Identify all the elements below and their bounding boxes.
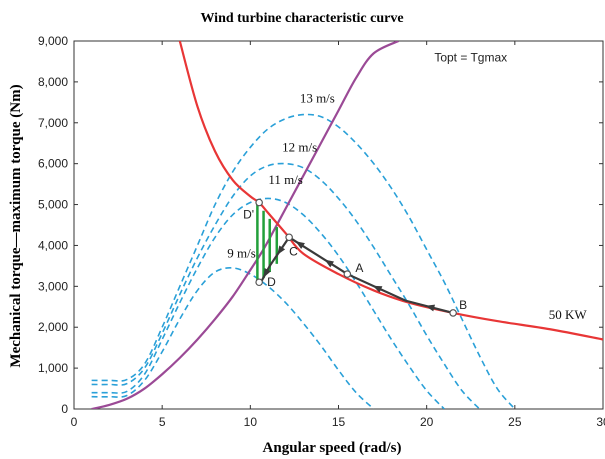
operating-point-marker bbox=[285, 233, 293, 242]
plot-area: 0 5 10 15 20 25 30 0 1,000 2,000 3,000 4,000 5,000 6,… bbox=[38, 34, 605, 429]
annotation-label: 13 m/s bbox=[300, 90, 335, 105]
operating-path-arrow bbox=[425, 304, 436, 312]
plot-frame bbox=[73, 40, 604, 410]
operating-point-label: D' bbox=[243, 208, 254, 222]
y-tick-label: 1,000 bbox=[38, 361, 68, 375]
y-tick-label: 6,000 bbox=[38, 157, 68, 171]
y-tick-label: 5,000 bbox=[38, 198, 68, 212]
x-tick-label: 15 bbox=[332, 415, 346, 429]
chart-title: Wind turbine characteristic curve bbox=[200, 11, 403, 26]
operating-path-arrow bbox=[372, 285, 383, 293]
annotation-label: 11 m/s bbox=[268, 172, 303, 187]
series-line-12-m-s bbox=[91, 162, 481, 409]
operating-point-label: B bbox=[459, 298, 467, 312]
series-line-topt-tgmax bbox=[91, 41, 399, 409]
annotation-label: 50 KW bbox=[549, 307, 588, 322]
operating-path-arrow bbox=[295, 241, 305, 250]
series-line-50-kw bbox=[178, 41, 603, 341]
x-tick-label: 25 bbox=[508, 415, 522, 429]
y-tick-label: 4,000 bbox=[38, 238, 68, 252]
operating-path-arrow bbox=[277, 245, 286, 255]
y-tick-label: 0 bbox=[61, 402, 68, 416]
x-tick-label: 20 bbox=[420, 415, 434, 429]
operating-point-label: A bbox=[355, 261, 363, 275]
x-tick-label: 10 bbox=[244, 415, 258, 429]
annotation-label: 9 m/s bbox=[227, 246, 256, 261]
series-line-11-m-s bbox=[91, 197, 445, 409]
y-tick-label: 2,000 bbox=[38, 320, 68, 334]
x-tick-label: 5 bbox=[159, 415, 166, 429]
operating-point-marker bbox=[255, 278, 263, 287]
operating-path-arrow bbox=[263, 268, 271, 278]
operating-point-marker bbox=[449, 309, 457, 317]
annotation-label: 12 m/s bbox=[282, 139, 317, 154]
y-tick-label: 8,000 bbox=[38, 75, 68, 89]
y-tick-label: 7,000 bbox=[38, 116, 68, 130]
operating-point-marker bbox=[255, 198, 263, 207]
y-tick-label: 3,000 bbox=[38, 279, 68, 293]
y-tick-label: 9,000 bbox=[38, 34, 68, 48]
operating-point-label: C bbox=[289, 244, 298, 258]
operating-point-marker bbox=[343, 270, 352, 278]
series-line-13-m-s bbox=[91, 113, 516, 409]
operating-point-label: D bbox=[267, 275, 276, 289]
x-tick-label: 0 bbox=[71, 415, 78, 429]
operating-path-arrow bbox=[324, 259, 335, 268]
operating-path bbox=[259, 235, 454, 314]
series-line-9-m-s bbox=[91, 267, 375, 409]
annotation-label: Topt = Tgmax bbox=[434, 50, 507, 64]
x-tick-label: 30 bbox=[596, 415, 605, 429]
y-axis-label: Mechanical torque—maximum torque (Nm) bbox=[8, 84, 24, 367]
x-axis-label: Angular speed (rad/s) bbox=[263, 440, 402, 456]
